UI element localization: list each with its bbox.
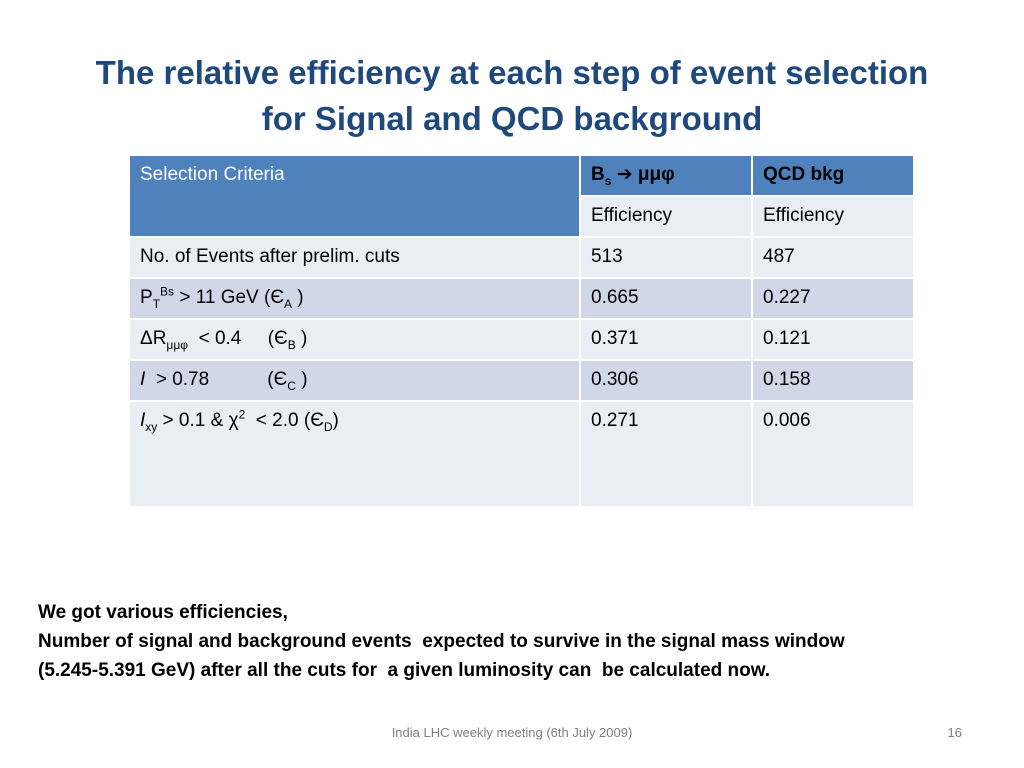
header-selection-criteria: Selection Criteria xyxy=(128,154,581,238)
background-value: 0.006 xyxy=(751,400,915,508)
note-line-1: We got various efficiencies, xyxy=(38,602,288,623)
signal-value: 0.306 xyxy=(579,359,753,402)
subheader-background-efficiency: Efficiency xyxy=(751,195,915,238)
chi-superscript: 2 xyxy=(238,407,246,422)
subheader-signal-efficiency: Efficiency xyxy=(579,195,753,238)
eff-c-subscript: C xyxy=(287,378,296,393)
eff-d-subscript: D xyxy=(323,419,333,434)
efficiency-table: Selection Criteria Bs ➔ μμφ QCD bkg Effi… xyxy=(128,154,915,508)
ixy-subscript: xy xyxy=(145,419,158,434)
signal-final-state: μμφ xyxy=(637,164,675,185)
table-row: ΔRμμφ < 0.4 (ЄB ) 0.371 0.121 xyxy=(128,318,915,361)
table-row: Ixy > 0.1 & χ2 < 2.0 (ЄD) 0.271 0.006 xyxy=(128,400,915,508)
title-line-2: for Signal and QCD background xyxy=(261,100,763,137)
table-subheader-row: Efficiency Efficiency xyxy=(129,195,915,238)
isolation-symbol: I xyxy=(140,369,146,390)
pt-superscript: Bs xyxy=(160,284,175,299)
criteria-cell: I > 0.78 (ЄC ) xyxy=(128,359,581,402)
footer-text: India LHC weekly meeting (6th July 2009) xyxy=(391,725,633,740)
ixy-cut: > 0.1 & χ xyxy=(157,410,239,431)
delta-r-cut: < 0.4 (Є xyxy=(188,328,288,349)
note-line-3: (5.245-5.391 GeV) after all the cuts for… xyxy=(38,660,771,681)
table-header-row: Selection Criteria Bs ➔ μμφ QCD bkg xyxy=(128,154,915,238)
isolation-close: ) xyxy=(295,369,308,390)
arrow-icon: ➔ xyxy=(616,164,633,185)
table-row: PTBs > 11 GeV (ЄA ) 0.665 0.227 xyxy=(128,277,915,320)
signal-value: 0.665 xyxy=(579,277,753,320)
background-value: 487 xyxy=(751,236,915,279)
criteria-cell: PTBs > 11 GeV (ЄA ) xyxy=(128,277,581,320)
header-signal: Bs ➔ μμφ xyxy=(579,154,753,197)
delta-r-close: ) xyxy=(295,328,308,349)
eff-b-subscript: B xyxy=(287,337,296,352)
chi-cut: < 2.0 (Є xyxy=(245,410,324,431)
slide-title: The relative efficiency at each step of … xyxy=(40,50,984,142)
table-row: I > 0.78 (ЄC ) 0.306 0.158 xyxy=(128,359,915,402)
signal-s-subscript: s xyxy=(604,173,612,188)
pt-cut: > 11 GeV (Є xyxy=(174,287,284,308)
background-value: 0.158 xyxy=(751,359,915,402)
ixy-symbol: I xyxy=(140,410,146,431)
pt-symbol: P xyxy=(140,287,153,308)
criteria-cell: No. of Events after prelim. cuts xyxy=(128,236,581,279)
background-value: 0.227 xyxy=(751,277,915,320)
signal-value: 513 xyxy=(579,236,753,279)
note-line-2: Number of signal and background events e… xyxy=(38,631,845,652)
delta-r-subscript: μμφ xyxy=(166,337,189,352)
criteria-cell: Ixy > 0.1 & χ2 < 2.0 (ЄD) xyxy=(128,400,581,508)
table-row: No. of Events after prelim. cuts 513 487 xyxy=(128,236,915,279)
signal-b: B xyxy=(591,164,605,185)
title-line-1: The relative efficiency at each step of … xyxy=(95,54,929,91)
ixy-close: ) xyxy=(332,410,339,431)
pt-subscript: T xyxy=(152,296,161,311)
criteria-cell: ΔRμμφ < 0.4 (ЄB ) xyxy=(128,318,581,361)
pt-close: ) xyxy=(292,287,304,308)
isolation-cut: > 0.78 (Є xyxy=(145,369,288,390)
delta-r-symbol: ΔR xyxy=(140,328,167,349)
summary-note: We got various efficiencies, Number of s… xyxy=(38,598,998,685)
header-background: QCD bkg xyxy=(751,154,915,197)
signal-value: 0.271 xyxy=(579,400,753,508)
eff-a-subscript: A xyxy=(283,296,292,311)
page-number: 16 xyxy=(947,725,962,740)
signal-value: 0.371 xyxy=(579,318,753,361)
background-value: 0.121 xyxy=(751,318,915,361)
